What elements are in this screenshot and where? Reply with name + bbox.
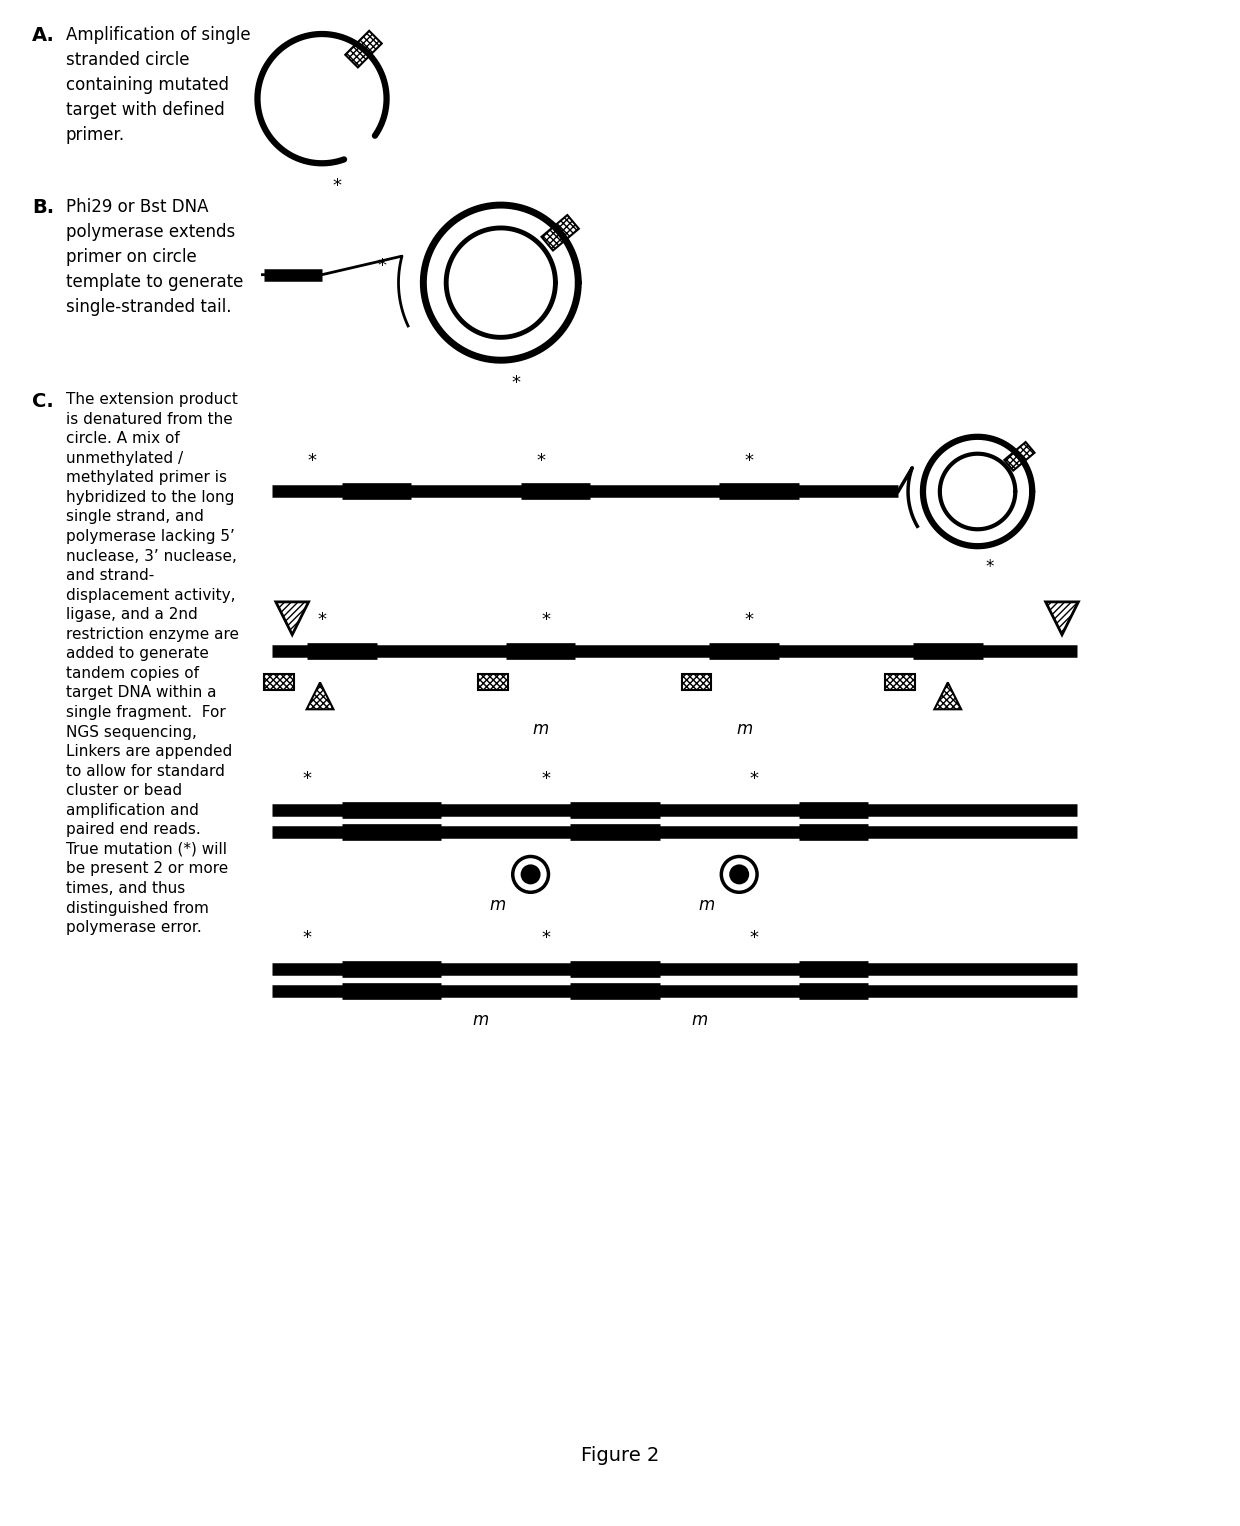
Polygon shape xyxy=(275,601,309,635)
Text: m: m xyxy=(532,720,548,739)
Text: *: * xyxy=(541,769,551,787)
Text: *: * xyxy=(511,374,521,392)
Text: *: * xyxy=(303,769,311,787)
Text: *: * xyxy=(541,929,551,948)
Bar xyxy=(345,31,382,67)
Text: *: * xyxy=(332,177,341,195)
Text: m: m xyxy=(490,896,506,914)
Circle shape xyxy=(512,856,548,893)
Text: m: m xyxy=(472,1010,489,1029)
Text: *: * xyxy=(377,256,386,275)
Text: m: m xyxy=(692,1010,708,1029)
Text: *: * xyxy=(317,610,326,629)
Text: *: * xyxy=(536,452,546,470)
Text: *: * xyxy=(303,929,311,948)
Circle shape xyxy=(522,865,539,884)
Text: m: m xyxy=(737,720,753,739)
Text: *: * xyxy=(750,769,759,787)
Text: C.: C. xyxy=(32,392,53,410)
Text: *: * xyxy=(745,452,754,470)
Text: Figure 2: Figure 2 xyxy=(580,1447,660,1465)
Bar xyxy=(1004,443,1034,470)
Bar xyxy=(542,215,579,250)
Text: *: * xyxy=(541,610,551,629)
Text: *: * xyxy=(745,610,754,629)
Polygon shape xyxy=(306,682,334,710)
Bar xyxy=(264,674,294,690)
Text: The extension product
is denatured from the
circle. A mix of
unmethylated /
meth: The extension product is denatured from … xyxy=(66,392,239,935)
Bar xyxy=(682,674,712,690)
Bar xyxy=(885,674,915,690)
Text: Phi29 or Bst DNA
polymerase extends
primer on circle
template to generate
single: Phi29 or Bst DNA polymerase extends prim… xyxy=(66,198,243,316)
Polygon shape xyxy=(935,682,961,710)
Text: Amplification of single
stranded circle
containing mutated
target with defined
p: Amplification of single stranded circle … xyxy=(66,26,250,143)
Circle shape xyxy=(730,865,748,884)
Polygon shape xyxy=(1045,601,1079,635)
Text: m: m xyxy=(698,896,714,914)
Text: *: * xyxy=(308,452,316,470)
Text: *: * xyxy=(986,559,993,577)
Text: B.: B. xyxy=(32,198,55,217)
Bar xyxy=(477,674,507,690)
Circle shape xyxy=(722,856,758,893)
Text: A.: A. xyxy=(32,26,55,46)
Text: *: * xyxy=(750,929,759,948)
